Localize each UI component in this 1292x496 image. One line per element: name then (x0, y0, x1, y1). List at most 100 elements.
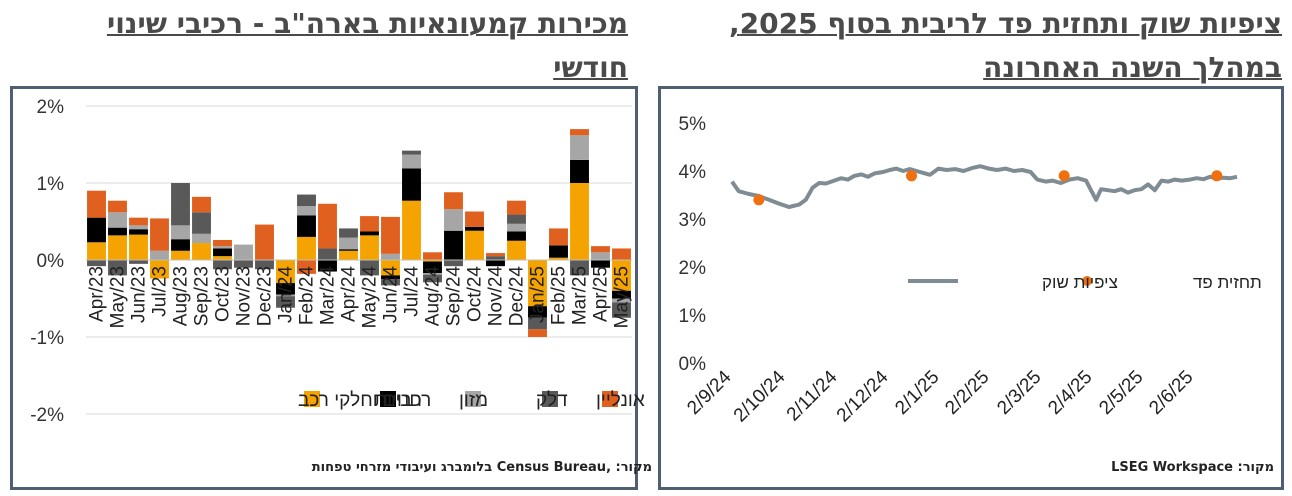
bar-fuel (444, 260, 463, 267)
bar-stores (591, 260, 610, 268)
bar-food (570, 135, 589, 160)
bar-fuel (255, 260, 274, 270)
fed-projection-dot (753, 194, 765, 206)
legend-label-stores: חנויות (374, 390, 422, 411)
bar-online (549, 228, 568, 246)
x-tick-label: Jul/23 (150, 266, 171, 317)
bar-food (591, 252, 610, 260)
bar-cars (171, 250, 190, 260)
x-tick-label: Sep/23 (192, 266, 213, 326)
x-tick-label: Jan/24 (276, 266, 297, 323)
legend-swatch-fed (1082, 276, 1092, 286)
bar-fuel (381, 279, 400, 286)
bar-food (129, 225, 148, 230)
x-tick-label: May/23 (108, 266, 129, 328)
bar-food (213, 246, 232, 249)
bar-fuel (339, 228, 358, 238)
bar-cars (213, 256, 232, 260)
bar-online (108, 200, 127, 213)
x-tick-label: Jan/25 (528, 266, 549, 323)
bar-stores (129, 229, 148, 235)
y-tick-label: 0% (679, 354, 707, 375)
bar-fuel (528, 317, 547, 330)
bar-fuel (423, 274, 442, 283)
bar-online (87, 190, 106, 218)
fed-projection-dot (906, 170, 918, 182)
legend-label-cars: רכבים וחלקי רכב (298, 390, 431, 411)
x-tick-label: 2/1/25 (891, 367, 943, 419)
bar-food (108, 212, 127, 228)
bar-online (129, 217, 148, 226)
bar-fuel (87, 260, 106, 267)
bar-cars (276, 260, 295, 284)
right-chart-frame (658, 86, 1284, 490)
bar-fuel (486, 256, 505, 260)
bar-cars (612, 260, 631, 291)
x-tick-label: Feb/25 (549, 266, 570, 325)
bar-food (381, 253, 400, 260)
x-tick-label: Jun/23 (129, 266, 150, 323)
y-tick-label: 1% (37, 174, 65, 195)
bar-fuel (612, 302, 631, 318)
legend-label-food: מזון (459, 390, 488, 411)
bar-cars (150, 260, 169, 279)
bar-cars (465, 230, 484, 260)
bar-online (570, 129, 589, 136)
x-tick-label: Apr/24 (339, 266, 360, 322)
bar-food (192, 233, 211, 244)
x-tick-label: 2/5/25 (1095, 367, 1147, 419)
x-tick-label: Nov/23 (234, 266, 255, 326)
legend-swatch-stores (380, 391, 396, 407)
x-tick-label: Aug/24 (423, 266, 444, 327)
bar-online (465, 211, 484, 227)
bar-fuel (402, 150, 421, 155)
left-chart-source: מקור: ,Census Bureau בלומברג ועיבודי מזר… (311, 460, 652, 475)
left-chart-title: מכירות קמעונאיות בארה"ב - רכיבי שינוי חו… (106, 7, 628, 84)
bar-cars (423, 260, 442, 262)
bar-fuel (276, 296, 295, 308)
bar-fuel (108, 260, 127, 276)
bar-cars (339, 250, 358, 260)
bar-fuel (318, 248, 337, 260)
bar-stores (423, 261, 442, 274)
bar-stores (465, 226, 484, 231)
bar-stores (507, 231, 526, 241)
x-tick-label: Apr/23 (87, 266, 108, 322)
right-chart-title: ציפיות שוק ותחזית פד לריבית בסוף 2025, ב… (729, 7, 1282, 84)
bar-stores (528, 306, 547, 318)
bar-food (423, 273, 442, 275)
bar-cars (192, 243, 211, 260)
fed-projection-dot (1211, 170, 1223, 182)
x-tick-label: Apr/25 (591, 266, 612, 322)
legend-label-online: אונליין (596, 390, 645, 411)
x-tick-label: 2/6/25 (1145, 367, 1197, 419)
bar-cars (549, 257, 568, 260)
bar-cars (570, 183, 589, 260)
x-tick-label: Mar/25 (570, 266, 591, 325)
x-tick-label: Nov/24 (486, 266, 507, 327)
legend-label-market: ציפיות שוק (1042, 273, 1118, 292)
bar-online (507, 200, 526, 215)
x-tick-label: Oct/24 (465, 266, 486, 322)
bar-stores (402, 168, 421, 201)
bar-food (276, 294, 295, 297)
bar-cars (129, 234, 148, 260)
rate-expectations-line-chart: 5%4%3%2%1%0%2/9/242/10/242/11/242/12/242… (679, 114, 1262, 426)
bar-online (213, 239, 232, 247)
bar-cars (402, 200, 421, 260)
fed-projection-dot (1058, 170, 1070, 182)
y-tick-label: 4% (679, 162, 707, 183)
bar-stores (171, 239, 190, 251)
x-tick-label: May/25 (612, 266, 633, 328)
bar-fuel (507, 214, 526, 224)
bar-fuel (234, 260, 253, 268)
bar-online (444, 192, 463, 210)
bar-stores (381, 275, 400, 280)
y-tick-label: 2% (37, 97, 65, 118)
y-tick-label: -1% (30, 328, 64, 349)
bar-online (150, 218, 169, 251)
bar-stores (339, 249, 358, 251)
x-tick-label: Aug/23 (171, 266, 192, 326)
bar-fuel (570, 260, 589, 276)
retail-sales-bar-chart: 2%1%0%-1%-2%Apr/23 May/23 Jun/23 Jul/23 Aug/… (30, 97, 645, 426)
